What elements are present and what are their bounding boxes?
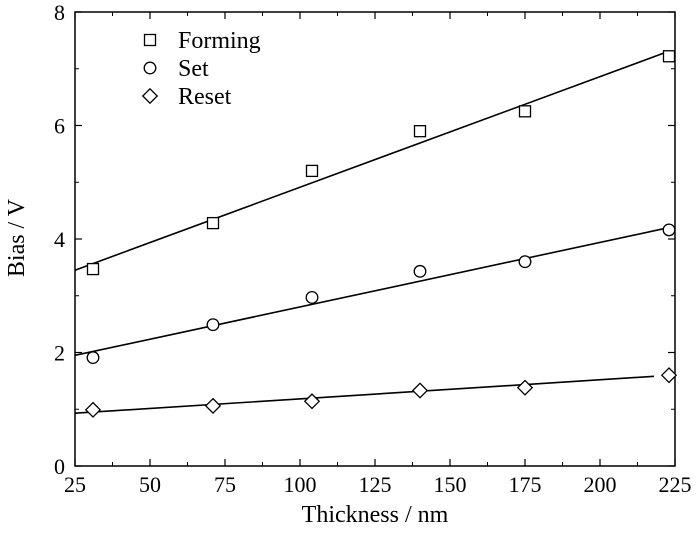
legend-label-set: Set <box>178 56 209 82</box>
data-markers <box>84 50 678 418</box>
forming-data-point <box>662 50 676 63</box>
x-tick-label: 200 <box>584 472 617 497</box>
plot-frame <box>74 11 676 467</box>
x-tick-label: 50 <box>139 472 161 497</box>
x-tick-label: 150 <box>434 472 467 497</box>
axes <box>74 11 676 467</box>
x-tick-label: 225 <box>659 472 692 497</box>
ticks: 25 50 75 100 125 150 175 200 225 0 2 4 6 8 <box>54 0 692 497</box>
reset-data-point <box>411 382 429 399</box>
x-tick-label: 175 <box>509 472 542 497</box>
x-tick-label: 125 <box>359 472 392 497</box>
y-tick-label: 6 <box>54 114 65 139</box>
y-tick-label: 2 <box>54 341 65 366</box>
set-data-point <box>413 264 427 278</box>
y-tick-label: 4 <box>54 227 65 252</box>
x-tick-label: 25 <box>64 472 86 497</box>
y-tick-label: 0 <box>54 454 65 479</box>
reset-data-point <box>84 401 102 418</box>
legend-marker-reset <box>141 87 159 105</box>
reset-data-point <box>204 397 222 414</box>
set-data-point <box>662 223 676 237</box>
set-data-point <box>206 318 220 332</box>
forming-data-point <box>413 125 427 138</box>
x-axis-title: Thickness / nm <box>302 502 449 528</box>
set-data-point <box>86 351 100 365</box>
legend-label-forming: Forming <box>178 28 261 54</box>
forming-fit-line <box>74 51 667 271</box>
set-data-point <box>305 291 319 304</box>
x-tick-label: 75 <box>214 472 236 497</box>
reset-data-point <box>303 393 321 410</box>
legend-marker-forming <box>143 33 157 47</box>
forming-data-point <box>86 262 100 276</box>
forming-data-point <box>518 105 532 118</box>
legend-label-reset: Reset <box>178 84 232 110</box>
set-fit-line <box>74 227 667 357</box>
reset-data-point <box>516 379 534 396</box>
reset-data-point <box>660 367 678 384</box>
forming-data-point <box>206 216 220 230</box>
reset-fit-line <box>74 375 655 415</box>
y-tick-label: 8 <box>54 0 65 25</box>
set-data-point <box>518 255 532 269</box>
forming-data-point <box>305 164 319 178</box>
y-axis-title: Bias / V <box>4 198 30 277</box>
x-tick-label: 100 <box>284 472 317 497</box>
fit-lines <box>74 51 667 415</box>
legend-marker-set <box>143 61 157 75</box>
